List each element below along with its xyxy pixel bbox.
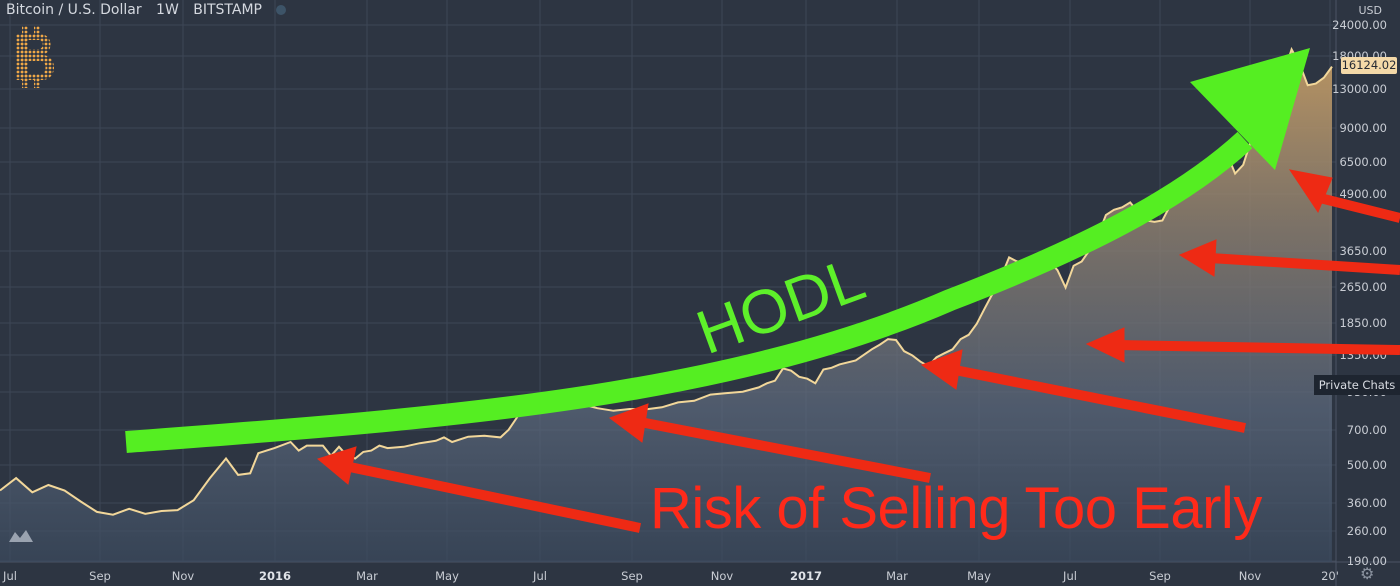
x-tick-label: Sep (621, 569, 643, 583)
risk-arrow-6 (1288, 169, 1400, 223)
y-tick-label: 190.00 (1347, 554, 1387, 568)
y-tick-label: 4900.00 (1339, 187, 1387, 201)
x-tick-label: Mar (356, 569, 378, 583)
y-tick-label: 6500.00 (1339, 155, 1387, 169)
exchange-label: BITSTAMP (193, 2, 262, 18)
price-area-fill (0, 49, 1332, 562)
y-tick-label: 9000.00 (1339, 121, 1387, 135)
y-tick-label: 360.00 (1347, 496, 1387, 510)
status-dot-icon (276, 5, 287, 15)
x-tick-label: 2016 (259, 569, 291, 583)
y-tick-label: 24000.00 (1332, 18, 1387, 32)
x-tick-label: Nov (1239, 569, 1262, 583)
risk-arrow-1 (316, 446, 642, 533)
risk-label: Risk of Selling Too Early (650, 476, 1262, 541)
hodl-arrow (125, 48, 1310, 453)
risk-arrow-2 (608, 403, 931, 483)
y-tick-label: 700.00 (1347, 423, 1387, 437)
risk-arrow-3 (920, 349, 1246, 433)
x-tick-label: Mar (886, 569, 908, 583)
x-tick-label: 2017 (790, 569, 822, 583)
current-price-label: 16124.02 (1341, 57, 1397, 74)
symbol-name[interactable]: Bitcoin / U.S. Dollar (6, 2, 142, 18)
x-axis[interactable]: Jul Sep Nov 2016 Mar May Jul Sep Nov 2017 Mar May Ju… (2, 569, 1339, 583)
bitcoin-logo-icon (12, 26, 56, 93)
tradingview-logo-icon[interactable] (8, 528, 34, 549)
interval-label[interactable]: 1W (156, 2, 179, 18)
private-chats-button[interactable]: Private Chats (1314, 375, 1400, 395)
x-tick-label: Sep (89, 569, 111, 583)
y-tick-label: 13000.00 (1332, 82, 1387, 96)
y-tick-label: 3650.00 (1339, 244, 1387, 258)
x-tick-label: Sep (1149, 569, 1171, 583)
risk-arrow-4 (1085, 327, 1400, 363)
risk-arrows (316, 169, 1400, 533)
x-tick-label: Nov (172, 569, 195, 583)
price-line (0, 46, 1333, 516)
x-tick-label: Jul (2, 569, 17, 583)
x-tick-label: Nov (711, 569, 734, 583)
risk-arrow-5 (1178, 239, 1400, 277)
x-tick-label: Jul (1062, 569, 1077, 583)
x-tick-label: May (435, 569, 459, 583)
x-tick-label: May (967, 569, 991, 583)
x-tick-label: 20' (1321, 569, 1339, 583)
y-tick-label: 1850.00 (1339, 316, 1387, 330)
x-tick-label: Jul (532, 569, 547, 583)
settings-gear-icon[interactable]: ⚙ (1360, 566, 1375, 583)
y-tick-label: 500.00 (1347, 458, 1387, 472)
currency-label: USD (1358, 4, 1382, 17)
y-tick-label: 2650.00 (1339, 280, 1387, 294)
chart-header: Bitcoin / U.S. Dollar 1W BITSTAMP (6, 2, 296, 18)
y-axis[interactable]: 24000.0018000.0013000.009000.006500.0049… (1332, 18, 1387, 568)
y-tick-label: 260.00 (1347, 524, 1387, 538)
